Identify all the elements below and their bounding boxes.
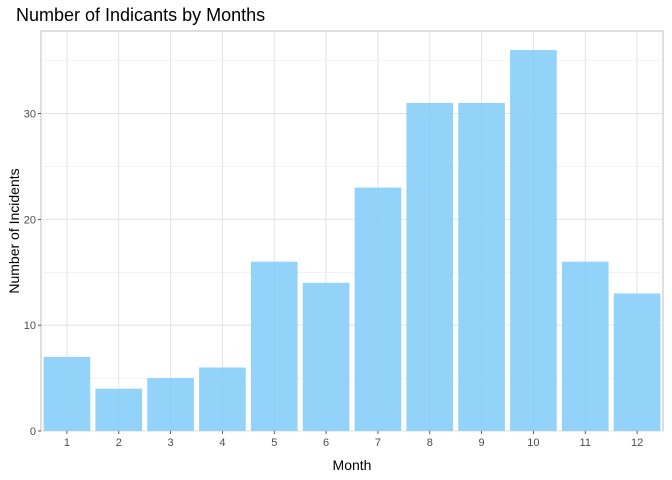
x-tick-label: 2 <box>116 437 122 449</box>
bar-month-4 <box>199 367 246 431</box>
bar-month-9 <box>458 102 505 431</box>
x-tick-label: 6 <box>323 437 329 449</box>
x-axis: 1 2 3 4 5 6 7 8 9 10 11 12 <box>64 431 643 449</box>
x-tick-label: 11 <box>580 437 591 449</box>
bar-month-8 <box>406 102 454 431</box>
y-tick-label: 30 <box>24 109 36 121</box>
x-tick-label: 7 <box>375 437 381 449</box>
x-tick-label: 8 <box>427 437 433 449</box>
bar-month-12 <box>613 293 661 431</box>
x-tick-label: 1 <box>64 437 70 449</box>
bar-month-6 <box>302 282 350 431</box>
y-tick-label: 20 <box>24 214 36 226</box>
chart-title: Number of Indicants by Months <box>16 5 266 25</box>
x-tick-label: 12 <box>631 437 643 449</box>
x-tick-label: 5 <box>271 437 277 449</box>
x-tick-label: 10 <box>527 437 539 449</box>
bar-month-7 <box>354 187 402 431</box>
bar-month-1 <box>43 356 91 431</box>
y-axis: 0 10 20 30 <box>24 109 41 438</box>
x-axis-title: Month <box>333 457 372 473</box>
x-tick-label: 4 <box>219 437 225 449</box>
y-tick-label: 0 <box>30 426 36 438</box>
bar-month-3 <box>147 378 194 431</box>
bar-month-11 <box>561 261 609 431</box>
bar-month-10 <box>510 50 557 432</box>
x-tick-label: 3 <box>168 437 174 449</box>
y-tick-label: 10 <box>24 320 36 332</box>
bars <box>43 50 661 432</box>
x-tick-label: 9 <box>479 437 485 449</box>
bar-month-5 <box>250 261 298 431</box>
y-axis-title: Number of Incidents <box>6 168 22 293</box>
bar-month-2 <box>95 388 143 431</box>
